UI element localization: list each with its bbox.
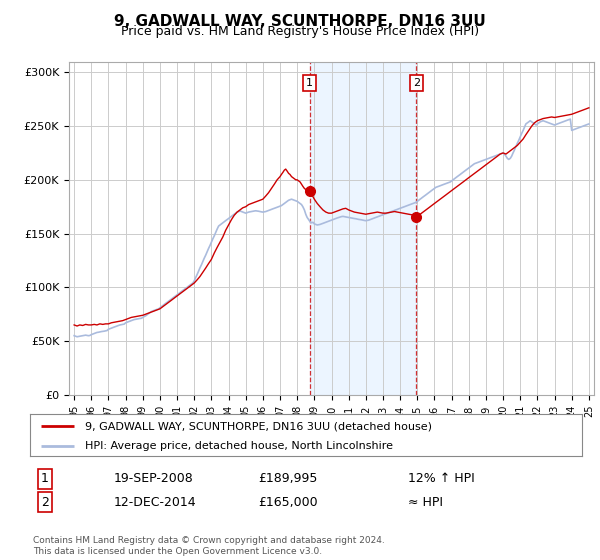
Text: 2: 2 bbox=[413, 78, 420, 88]
Text: 1: 1 bbox=[306, 78, 313, 88]
Bar bbox=[310, 62, 416, 395]
Text: Contains HM Land Registry data © Crown copyright and database right 2024.
This d: Contains HM Land Registry data © Crown c… bbox=[33, 536, 385, 556]
Text: HPI: Average price, detached house, North Lincolnshire: HPI: Average price, detached house, Nort… bbox=[85, 441, 393, 451]
Text: £165,000: £165,000 bbox=[258, 496, 317, 509]
Text: 1: 1 bbox=[41, 472, 49, 486]
Text: £189,995: £189,995 bbox=[258, 472, 317, 486]
Text: Price paid vs. HM Land Registry's House Price Index (HPI): Price paid vs. HM Land Registry's House … bbox=[121, 25, 479, 38]
Text: 12% ↑ HPI: 12% ↑ HPI bbox=[408, 472, 475, 486]
Text: 9, GADWALL WAY, SCUNTHORPE, DN16 3UU (detached house): 9, GADWALL WAY, SCUNTHORPE, DN16 3UU (de… bbox=[85, 421, 432, 431]
Text: 9, GADWALL WAY, SCUNTHORPE, DN16 3UU: 9, GADWALL WAY, SCUNTHORPE, DN16 3UU bbox=[114, 14, 486, 29]
Text: 19-SEP-2008: 19-SEP-2008 bbox=[114, 472, 194, 486]
Text: 12-DEC-2014: 12-DEC-2014 bbox=[114, 496, 197, 509]
Text: 2: 2 bbox=[41, 496, 49, 509]
Text: ≈ HPI: ≈ HPI bbox=[408, 496, 443, 509]
